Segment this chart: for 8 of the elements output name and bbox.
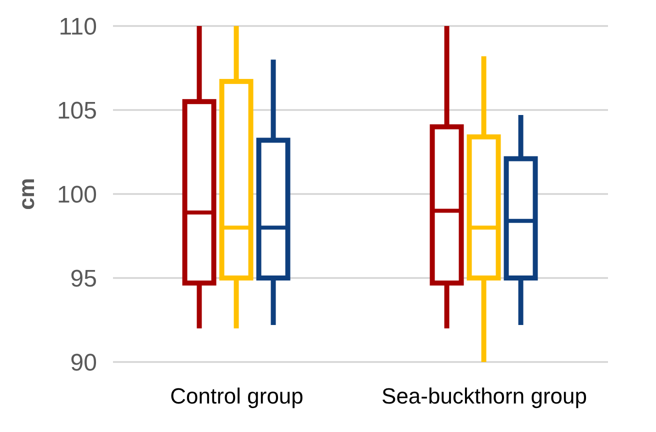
x-tick-label: Control group xyxy=(170,384,304,409)
y-tick-label: 105 xyxy=(56,98,97,125)
y-tick-label: 90 xyxy=(70,350,97,377)
y-tick-label: 110 xyxy=(58,14,97,41)
x-tick-label: Sea-buckthorn group xyxy=(382,384,587,409)
y-tick-label: 95 xyxy=(70,266,97,293)
y-axis-title: cm xyxy=(14,178,39,210)
y-tick-label: 100 xyxy=(56,182,97,209)
